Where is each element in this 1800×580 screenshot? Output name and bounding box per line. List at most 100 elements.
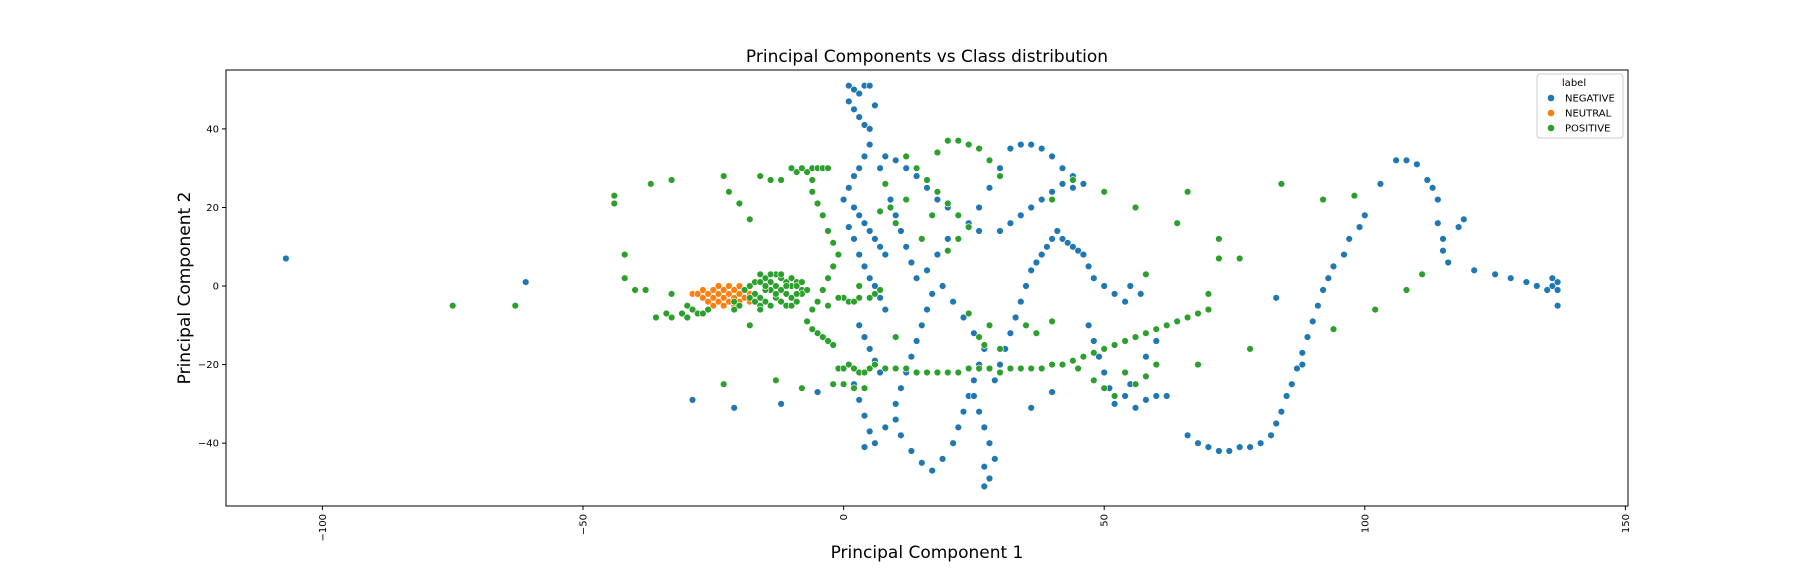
data-point [1402, 156, 1411, 165]
data-point [777, 270, 785, 278]
data-point [1470, 266, 1478, 274]
data-point [1017, 140, 1025, 149]
data-point [1376, 180, 1385, 188]
data-point [912, 164, 921, 172]
legend-label: NEGATIVE [1565, 94, 1615, 105]
data-point [891, 364, 900, 373]
data-point [933, 250, 942, 259]
x-tick-label: 150 [1621, 514, 1632, 533]
data-point [996, 345, 1004, 353]
data-point [1162, 321, 1171, 329]
data-point [1037, 144, 1046, 153]
data-point [1152, 360, 1161, 369]
data-point [944, 199, 952, 208]
data-point [772, 290, 780, 298]
data-point [792, 282, 801, 290]
data-point [933, 148, 942, 157]
data-point [944, 247, 952, 255]
data-point [860, 368, 869, 377]
data-point [798, 164, 806, 172]
data-point [1298, 349, 1307, 357]
data-point [1142, 372, 1150, 381]
data-point [688, 305, 697, 314]
data-point [1011, 313, 1020, 322]
data-point [923, 305, 931, 314]
data-point [891, 400, 900, 408]
data-point [803, 168, 811, 176]
data-point [970, 329, 978, 337]
data-point [1048, 188, 1056, 196]
data-point [1027, 364, 1035, 373]
data-point [1522, 278, 1531, 286]
data-point [1048, 235, 1056, 243]
data-point [865, 427, 874, 436]
data-point [1079, 180, 1088, 188]
x-tick-label: 50 [1100, 514, 1111, 527]
data-point [1006, 144, 1015, 153]
data-point [1131, 203, 1140, 212]
data-point [918, 235, 926, 243]
data-point [719, 172, 728, 180]
data-point [746, 215, 754, 224]
data-point [876, 207, 884, 216]
data-point [735, 282, 744, 290]
data-point [855, 294, 863, 302]
legend-box [1536, 73, 1624, 139]
data-point [1183, 431, 1192, 439]
data-point [610, 192, 618, 200]
data-point [855, 396, 863, 404]
data-point [1121, 337, 1129, 345]
data-point [891, 219, 900, 227]
data-point [1121, 392, 1129, 400]
data-point [1506, 274, 1515, 282]
data-point [985, 184, 994, 192]
data-point [1246, 443, 1254, 451]
data-point [850, 364, 858, 373]
data-point [1314, 302, 1322, 310]
data-point [792, 168, 801, 176]
y-axis: −40 −20 0 20 40 [198, 124, 226, 450]
data-point [1152, 337, 1161, 345]
data-point [1027, 404, 1035, 412]
data-point [761, 298, 770, 306]
data-point [845, 360, 853, 369]
data-point [693, 290, 702, 298]
data-point [855, 250, 863, 259]
data-point [923, 368, 931, 377]
data-point [766, 302, 775, 310]
data-point [1032, 329, 1041, 337]
data-point [1058, 180, 1067, 188]
data-point [891, 211, 900, 220]
data-point [808, 325, 816, 333]
data-point [704, 298, 712, 306]
data-point [1173, 317, 1181, 326]
data-point [1017, 364, 1025, 373]
data-point [871, 439, 879, 447]
x-tick-label: 100 [1360, 514, 1371, 533]
data-point [766, 278, 775, 286]
data-point [1058, 360, 1067, 369]
data-point [918, 321, 926, 329]
data-point [860, 412, 869, 420]
data-point [970, 392, 978, 400]
data-point [813, 199, 822, 208]
data-point [865, 345, 874, 353]
data-point [897, 431, 905, 439]
data-point [954, 235, 962, 243]
data-point [1548, 274, 1557, 282]
data-point [1037, 364, 1046, 373]
data-point [1126, 282, 1135, 290]
data-point [855, 164, 863, 172]
data-point [667, 176, 676, 184]
data-point [907, 447, 916, 455]
data-point [845, 184, 853, 192]
data-point [1423, 176, 1432, 184]
data-point [891, 156, 900, 165]
data-point [735, 302, 744, 310]
data-point [1131, 404, 1140, 412]
data-point [678, 309, 686, 318]
data-point [850, 172, 858, 180]
data-point [704, 290, 712, 298]
data-point [808, 305, 816, 314]
data-point [683, 302, 691, 310]
